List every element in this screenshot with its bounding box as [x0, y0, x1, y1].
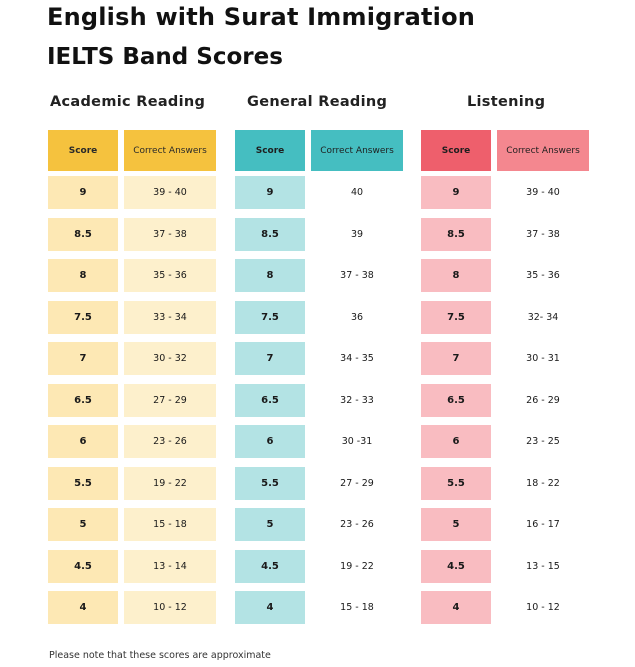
band-score-cell: 4.5: [48, 549, 118, 583]
section-title: General Reading: [247, 94, 388, 110]
section-title: Academic Reading: [50, 94, 206, 110]
band-score-cell: 5.5: [235, 466, 305, 500]
correct-answers-header: Correct Answers: [311, 130, 403, 171]
correct-answers-header: Correct Answers: [124, 130, 216, 171]
band-score-cell: 5: [48, 508, 118, 541]
correct-answers-cell: 37 - 38: [497, 217, 589, 251]
band-score-cell: 9: [48, 176, 118, 209]
correct-answers-cell: 10 - 12: [497, 591, 589, 624]
band-score-cell: 4: [421, 591, 491, 624]
correct-answers-cell: 40: [311, 176, 403, 209]
correct-answers-cell: 10 - 12: [124, 591, 216, 624]
band-score-cell: 7: [235, 342, 305, 375]
correct-answers-cell: 37 - 38: [311, 259, 403, 292]
footnote: Please note that these scores are approx…: [49, 650, 271, 661]
band-score-cell: 4: [48, 591, 118, 624]
band-score-cell: 6.5: [48, 383, 118, 417]
band-score-cell: 7.5: [235, 300, 305, 334]
score-header: Score: [421, 130, 491, 171]
band-score-cell: 8: [235, 259, 305, 292]
band-score-cell: 4.5: [235, 549, 305, 583]
band-score-cell: 6: [421, 425, 491, 458]
correct-answers-cell: 23 - 26: [311, 508, 403, 541]
band-score-cell: 9: [421, 176, 491, 209]
correct-answers-cell: 32- 34: [497, 300, 589, 334]
band-score-cell: 5.5: [421, 466, 491, 500]
correct-answers-cell: 34 - 35: [311, 342, 403, 375]
correct-answers-cell: 30 - 31: [497, 342, 589, 375]
correct-answers-cell: 26 - 29: [497, 383, 589, 417]
band-score-cell: 7: [421, 342, 491, 375]
correct-answers-cell: 36: [311, 300, 403, 334]
correct-answers-cell: 19 - 22: [124, 466, 216, 500]
band-score-cell: 6.5: [421, 383, 491, 417]
correct-answers-cell: 39: [311, 217, 403, 251]
page-title: English with Surat Immigration: [47, 3, 476, 31]
correct-answers-cell: 30 - 32: [124, 342, 216, 375]
correct-answers-cell: 23 - 26: [124, 425, 216, 458]
correct-answers-cell: 15 - 18: [124, 508, 216, 541]
band-score-cell: 7: [48, 342, 118, 375]
band-score-cell: 6: [235, 425, 305, 458]
band-score-cell: 8.5: [421, 217, 491, 251]
correct-answers-cell: 30 -31: [311, 425, 403, 458]
band-score-cell: 9: [235, 176, 305, 209]
page-subtitle: IELTS Band Scores: [47, 44, 283, 70]
correct-answers-cell: 39 - 40: [497, 176, 589, 209]
correct-answers-cell: 27 - 29: [124, 383, 216, 417]
correct-answers-header: Correct Answers: [497, 130, 589, 171]
score-header: Score: [235, 130, 305, 171]
correct-answers-cell: 35 - 36: [124, 259, 216, 292]
band-score-cell: 8.5: [235, 217, 305, 251]
band-score-cell: 5: [235, 508, 305, 541]
section-title: Listening: [467, 94, 546, 110]
score-header: Score: [48, 130, 118, 171]
correct-answers-cell: 15 - 18: [311, 591, 403, 624]
band-score-cell: 5: [421, 508, 491, 541]
band-score-cell: 4.5: [421, 549, 491, 583]
band-score-cell: 5.5: [48, 466, 118, 500]
correct-answers-cell: 18 - 22: [497, 466, 589, 500]
correct-answers-cell: 32 - 33: [311, 383, 403, 417]
correct-answers-cell: 39 - 40: [124, 176, 216, 209]
correct-answers-cell: 13 - 14: [124, 549, 216, 583]
band-score-cell: 6: [48, 425, 118, 458]
band-score-cell: 7.5: [48, 300, 118, 334]
band-score-cell: 7.5: [421, 300, 491, 334]
correct-answers-cell: 13 - 15: [497, 549, 589, 583]
correct-answers-cell: 19 - 22: [311, 549, 403, 583]
band-score-cell: 8: [421, 259, 491, 292]
correct-answers-cell: 23 - 25: [497, 425, 589, 458]
correct-answers-cell: 35 - 36: [497, 259, 589, 292]
correct-answers-cell: 37 - 38: [124, 217, 216, 251]
band-score-cell: 6.5: [235, 383, 305, 417]
band-score-cell: 8: [48, 259, 118, 292]
band-score-cell: 8.5: [48, 217, 118, 251]
correct-answers-cell: 27 - 29: [311, 466, 403, 500]
correct-answers-cell: 33 - 34: [124, 300, 216, 334]
band-score-cell: 4: [235, 591, 305, 624]
correct-answers-cell: 16 - 17: [497, 508, 589, 541]
